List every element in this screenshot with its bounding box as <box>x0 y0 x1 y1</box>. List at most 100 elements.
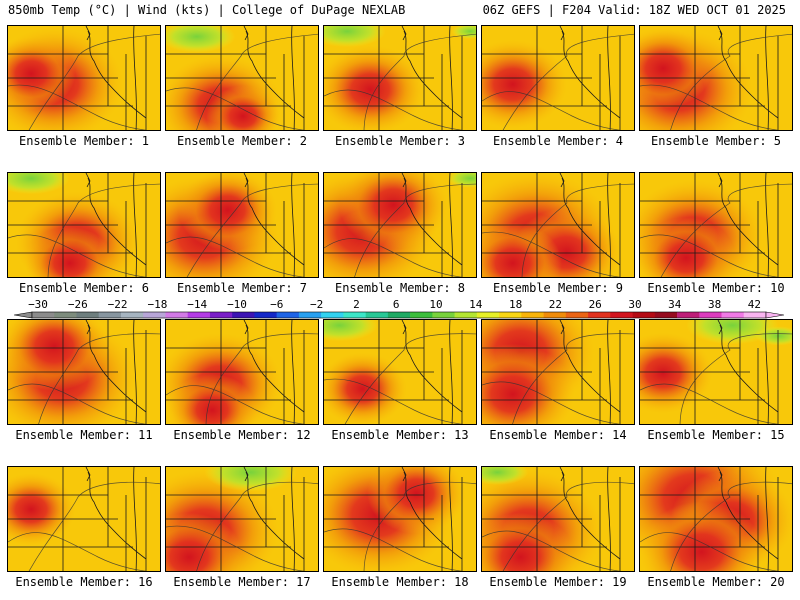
warm-anomaly <box>640 217 736 277</box>
colorbar-tick-label: 38 <box>708 298 721 311</box>
colorbar-tick-label: −2 <box>310 298 323 311</box>
temperature-field <box>640 320 792 424</box>
colorbar-segment <box>276 312 300 318</box>
height-contours <box>166 183 318 277</box>
warm-anomaly <box>166 512 244 571</box>
state-boundaries <box>324 320 463 424</box>
colorbar-tick-label: −22 <box>108 298 128 311</box>
colorbar-segment <box>454 312 478 318</box>
colorbar-segment <box>410 312 433 318</box>
state-boundaries <box>166 173 305 277</box>
ensemble-member-label: Ensemble Member: 9 <box>492 281 624 295</box>
height-contours <box>482 333 634 424</box>
height-contours <box>640 33 792 130</box>
height-contours <box>640 481 792 571</box>
colorbar-segment <box>254 312 277 318</box>
cool-patch <box>686 320 779 345</box>
colorbar-tick-label: 34 <box>668 298 682 311</box>
colorbar-segment <box>365 312 389 318</box>
colorbar-tick-label: −30 <box>28 298 48 311</box>
height-contours <box>166 33 318 130</box>
ensemble-member-label: Ensemble Member: 10 <box>647 281 785 295</box>
cool-patch <box>482 467 529 486</box>
height-contours <box>166 481 318 571</box>
state-boundaries <box>482 467 621 571</box>
temperature-colorbar: −30 −26 −22 −18 −14 −10 −6 −2 2 6 10 14 18 22 26 30 34 38… <box>14 298 784 319</box>
ensemble-member-label: Ensemble Member: 8 <box>334 281 466 295</box>
ensemble-member-label: Ensemble Member: 5 <box>650 134 782 148</box>
warm-anomaly <box>25 226 114 277</box>
temperature-field <box>324 26 476 130</box>
height-contours <box>324 33 476 130</box>
ensemble-member-map <box>165 319 319 425</box>
warm-anomaly <box>482 512 575 571</box>
ensemble-member-map <box>323 466 477 572</box>
colorbar-segment <box>476 312 500 318</box>
cool-patch <box>755 326 792 346</box>
colorbar-tick-label: 18 <box>509 298 522 311</box>
height-contours <box>166 333 318 424</box>
colorbar-tick-label: −14 <box>187 298 207 311</box>
ensemble-member-map <box>481 466 635 572</box>
height-contours <box>8 183 160 277</box>
ensemble-member-label: Ensemble Member: 1 <box>18 134 150 148</box>
ensemble-member-label: Ensemble Member: 3 <box>334 134 466 148</box>
ensemble-member-label: Ensemble Member: 13 <box>331 428 469 442</box>
height-contours <box>8 481 160 571</box>
colorbar-segment <box>321 312 344 318</box>
temperature-field <box>482 467 634 571</box>
warm-anomaly <box>206 85 280 130</box>
colorbar-tick-label: 14 <box>469 298 483 311</box>
colorbar-segment <box>76 312 100 318</box>
height-contours <box>640 183 792 277</box>
colorbar-tick-label: 6 <box>393 298 400 311</box>
colorbar-segment <box>298 312 322 318</box>
ensemble-member-label: Ensemble Member: 19 <box>489 575 627 589</box>
ensemble-member-map <box>323 25 477 131</box>
colorbar-tick-label: −26 <box>68 298 88 311</box>
ensemble-member-label: Ensemble Member: 7 <box>176 281 308 295</box>
ensemble-member-label: Ensemble Member: 6 <box>18 281 150 295</box>
colorbar-tick-label: −10 <box>227 298 247 311</box>
ensemble-member-label: Ensemble Member: 14 <box>489 428 627 442</box>
state-boundaries <box>166 467 305 571</box>
colorbar-segment <box>543 312 567 318</box>
state-boundaries <box>482 26 621 130</box>
temperature-field <box>482 173 634 277</box>
state-boundaries <box>8 173 147 277</box>
state-boundaries <box>324 173 463 277</box>
colorbar-segment <box>521 312 544 318</box>
colorbar-segment <box>54 312 77 318</box>
colorbar-segment <box>165 312 188 318</box>
ensemble-member-label: Ensemble Member: 11 <box>15 428 153 442</box>
colorbar-tick-label: 42 <box>748 298 761 311</box>
ensemble-member-map <box>481 25 635 131</box>
state-boundaries <box>640 320 779 424</box>
colorbar-segment <box>32 312 55 318</box>
warm-anomaly <box>8 37 76 110</box>
state-boundaries <box>8 320 147 424</box>
ensemble-member-map <box>7 319 161 425</box>
ensemble-member-label: Ensemble Member: 17 <box>173 575 311 589</box>
state-boundaries <box>640 467 779 571</box>
colorbar-tick-label: 2 <box>353 298 360 311</box>
height-contours <box>640 333 792 424</box>
warm-anomaly <box>367 467 466 534</box>
colorbar-segment <box>588 312 611 318</box>
ensemble-member-map <box>323 319 477 425</box>
cool-patch <box>451 26 476 39</box>
colorbar-segment <box>632 312 656 318</box>
colorbar-tick-label: 10 <box>429 298 442 311</box>
cool-patch <box>324 26 386 48</box>
warm-anomaly <box>8 473 76 546</box>
state-boundaries <box>482 173 621 277</box>
colorbar-segment <box>120 312 144 318</box>
ensemble-member-map <box>639 319 793 425</box>
state-boundaries <box>640 173 779 277</box>
temperature-field <box>8 320 160 424</box>
colorbar-segment <box>677 312 700 318</box>
state-boundaries <box>324 467 463 571</box>
temperature-field <box>640 173 792 277</box>
ensemble-member-label: Ensemble Member: 20 <box>647 575 785 589</box>
ensemble-member-label: Ensemble Member: 4 <box>492 134 624 148</box>
